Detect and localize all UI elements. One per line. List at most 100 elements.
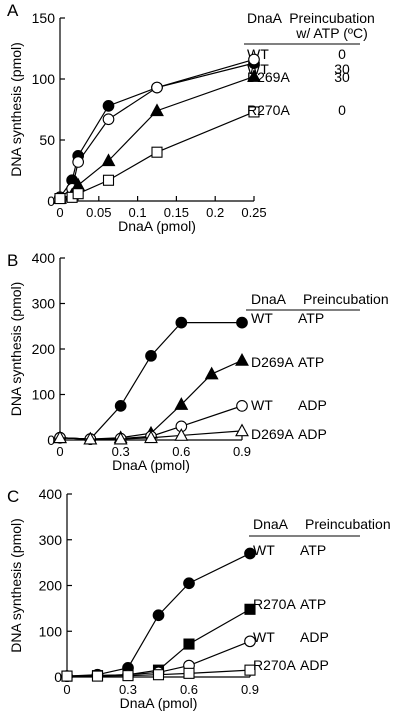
data-point bbox=[114, 400, 127, 412]
y-tick-label: 300 bbox=[39, 532, 63, 548]
data-point bbox=[236, 316, 248, 329]
legend-label: D269A bbox=[247, 69, 290, 85]
y-tick-label: 400 bbox=[39, 486, 63, 502]
legend-condition: ATP bbox=[298, 354, 324, 370]
data-point bbox=[151, 146, 163, 158]
x-tick-label: 0 bbox=[56, 205, 63, 220]
x-tick-label: 0.1 bbox=[129, 205, 147, 220]
legend-condition: 0 bbox=[338, 46, 346, 62]
data-point bbox=[183, 577, 195, 590]
data-point bbox=[152, 609, 165, 622]
data-point bbox=[83, 431, 98, 445]
legend-header-dnaa: DnaA bbox=[253, 516, 289, 532]
data-point bbox=[204, 366, 219, 380]
x-axis-label: DnaA (pmol) bbox=[118, 218, 196, 234]
data-point bbox=[72, 156, 85, 168]
data-point bbox=[175, 316, 188, 329]
y-tick-label: 300 bbox=[32, 296, 56, 312]
legend-condition: ATP bbox=[300, 542, 326, 558]
x-tick-label: 0.15 bbox=[164, 205, 189, 220]
series-r270a-0 bbox=[54, 106, 260, 205]
data-point bbox=[235, 353, 249, 366]
panel-label: C bbox=[7, 487, 19, 506]
legend-label: WT bbox=[251, 397, 273, 413]
data-point bbox=[144, 430, 158, 444]
x-tick-label: 0.25 bbox=[241, 205, 266, 220]
x-axis-label: DnaA (pmol) bbox=[120, 695, 198, 711]
data-point bbox=[248, 106, 260, 118]
series-wt-atp bbox=[61, 547, 256, 682]
panel-label: B bbox=[7, 251, 18, 270]
data-point bbox=[174, 428, 189, 441]
panel-B: B 0 100 200 300 400 0 0.3 0.6 0.9 DnaA (pmol) DNA s… bbox=[7, 250, 389, 473]
legend-condition: ATP bbox=[300, 596, 326, 612]
legend-label: WT bbox=[253, 629, 275, 645]
legend-condition: ADP bbox=[300, 657, 329, 673]
x-tick-label: 0.9 bbox=[233, 444, 251, 459]
data-point bbox=[72, 188, 84, 200]
data-point bbox=[102, 99, 115, 112]
data-point bbox=[91, 670, 104, 682]
x-tick-label: 0.3 bbox=[112, 444, 130, 459]
y-tick-label: 100 bbox=[32, 71, 56, 87]
x-tick-label: 0 bbox=[56, 444, 63, 459]
series-line bbox=[59, 430, 243, 440]
y-tick-label: 50 bbox=[39, 132, 55, 148]
legend-label: WT bbox=[251, 310, 273, 326]
data-point bbox=[244, 603, 256, 615]
data-point bbox=[150, 103, 164, 117]
legend-condition: ADP bbox=[298, 426, 327, 442]
panel-A: A 0 50 100 150 0 0.05 0.1 0.15 0.2 0.25 DnaA (pmol)… bbox=[7, 1, 375, 234]
data-point bbox=[244, 547, 256, 560]
y-tick-label: 400 bbox=[32, 250, 56, 266]
data-point bbox=[113, 431, 128, 445]
data-point bbox=[247, 69, 261, 82]
y-tick-label: 150 bbox=[32, 10, 56, 26]
x-tick-label: 0.3 bbox=[119, 682, 137, 697]
y-tick-label: 100 bbox=[32, 387, 56, 403]
data-point bbox=[244, 635, 256, 648]
data-point bbox=[152, 669, 165, 681]
data-point bbox=[61, 670, 73, 682]
x-tick-label: 0.6 bbox=[172, 444, 190, 459]
data-point bbox=[53, 430, 67, 444]
legend-condition: ADP bbox=[298, 397, 327, 413]
x-tick-label: 0 bbox=[63, 682, 70, 697]
data-point bbox=[174, 397, 189, 410]
y-axis-label: DNA synthesis (pmol) bbox=[8, 282, 24, 417]
series-wt-0 bbox=[54, 57, 260, 204]
series-r270a-adp bbox=[61, 664, 256, 682]
data-point bbox=[122, 670, 134, 682]
legend-label: R270A bbox=[253, 596, 296, 612]
y-tick-label: 0 bbox=[54, 669, 62, 685]
data-point bbox=[244, 664, 256, 676]
data-point bbox=[145, 349, 157, 362]
series-d269a-adp bbox=[53, 423, 249, 445]
series-line bbox=[59, 322, 242, 440]
data-point bbox=[151, 81, 163, 94]
panel-label: A bbox=[7, 1, 19, 20]
x-tick-label: 0.6 bbox=[180, 682, 198, 697]
data-point bbox=[248, 53, 260, 66]
x-tick-label: 0.05 bbox=[86, 205, 111, 220]
legend-header-preincubation: Preincubation bbox=[289, 10, 375, 26]
legend-label: D269A bbox=[251, 354, 294, 370]
legend-label: WT bbox=[253, 542, 275, 558]
x-tick-label: 0.9 bbox=[241, 682, 259, 697]
x-tick-label: 0.2 bbox=[206, 205, 224, 220]
panel-C: C 0 100 200 300 400 0 0.3 0.6 0.9 DnaA (pmol) DNA s… bbox=[7, 486, 391, 711]
data-point bbox=[183, 667, 195, 679]
y-tick-label: 0 bbox=[47, 193, 55, 209]
y-tick-label: 100 bbox=[39, 623, 63, 639]
legend-header-preincubation: Preincubation bbox=[305, 516, 391, 532]
series-wt-atp bbox=[54, 316, 248, 445]
data-point bbox=[102, 174, 115, 186]
data-point bbox=[54, 193, 66, 205]
y-tick-label: 0 bbox=[47, 432, 55, 448]
data-point bbox=[101, 153, 116, 167]
legend-label: R270A bbox=[247, 102, 290, 118]
legend-header-conditions: w/ ATP (ºC) bbox=[295, 25, 368, 41]
legend-label: D269A bbox=[251, 426, 294, 442]
legend-condition: ADP bbox=[300, 629, 329, 645]
